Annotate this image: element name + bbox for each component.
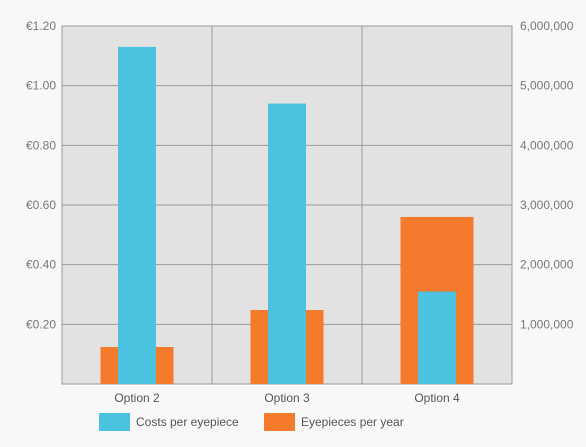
legend-swatch[interactable] — [99, 413, 130, 431]
legend-label[interactable]: Costs per eyepiece — [136, 415, 239, 429]
left-axis-tick-label: €0.20 — [26, 317, 56, 331]
right-axis-tick-label: 1,000,000 — [520, 317, 574, 331]
left-axis-tick-label: €0.40 — [26, 258, 56, 272]
left-axis-tick-label: €1.00 — [26, 79, 56, 93]
bar-costs-per-eyepiece-1[interactable] — [118, 46, 156, 385]
left-axis-tick-label: €0.80 — [26, 138, 56, 152]
right-axis-tick-label: 2,000,000 — [520, 258, 574, 272]
category-labels: Option 2 Option 3 Option 4 — [114, 391, 460, 405]
bars — [100, 46, 474, 385]
left-axis-tick-label: €1.20 — [26, 19, 56, 33]
right-axis-tick-label: 4,000,000 — [520, 138, 574, 152]
category-label: Option 2 — [114, 391, 160, 405]
bar-costs-per-eyepiece-2[interactable] — [268, 103, 306, 385]
right-axis-ticks: 1,000,000 2,000,000 3,000,000 4,000,000 5,00… — [520, 19, 574, 331]
bar-costs-per-eyepiece-3[interactable] — [418, 291, 456, 384]
right-axis-tick-label: 6,000,000 — [520, 19, 574, 33]
right-axis-tick-label: 3,000,000 — [520, 198, 574, 212]
category-label: Option 4 — [414, 391, 460, 405]
left-axis-ticks: €0.20 €0.40 €0.60 €0.80 €1.00 €1.20 — [26, 19, 56, 331]
right-axis-tick-label: 5,000,000 — [520, 79, 574, 93]
category-label: Option 3 — [264, 391, 310, 405]
legend-swatch[interactable] — [264, 413, 295, 431]
legend-label[interactable]: Eyepieces per year — [301, 415, 404, 429]
legend[interactable]: Costs per eyepiece Eyepieces per year — [99, 413, 404, 431]
left-axis-tick-label: €0.60 — [26, 198, 56, 212]
